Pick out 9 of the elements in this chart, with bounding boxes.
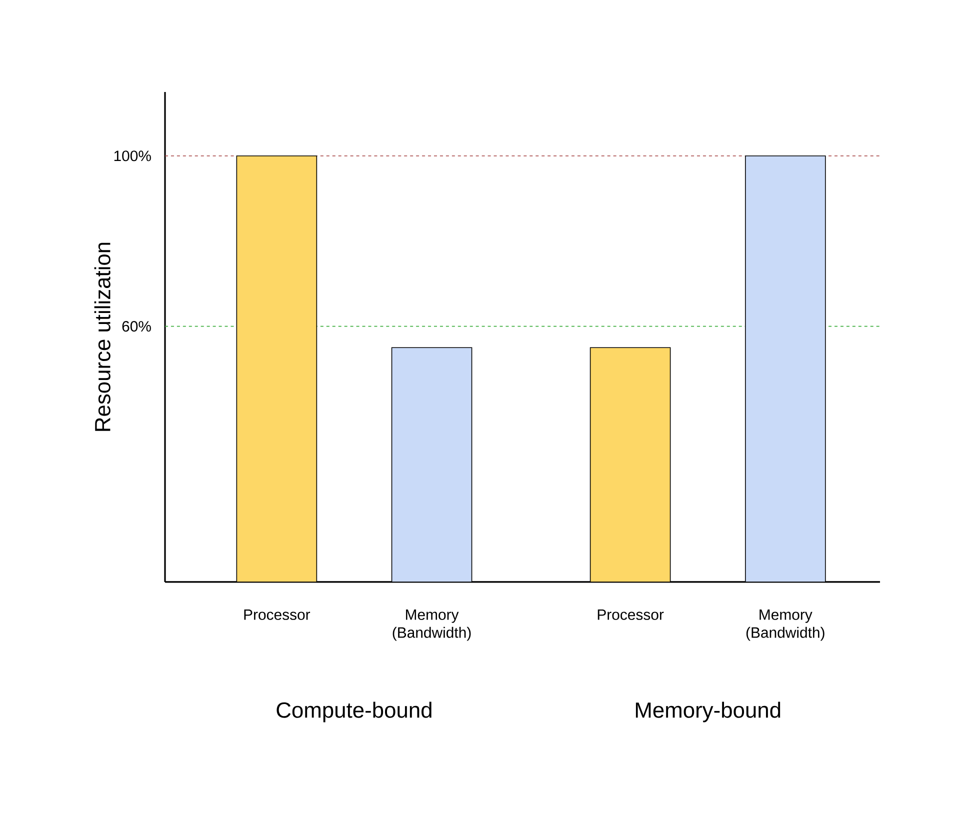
y-tick-label: 100% [114,150,151,162]
y-tick-label: 60% [122,321,151,332]
x-tick-label: Processor [598,610,664,620]
x-tick-label: Processor [244,610,310,620]
text: Memory-bound [636,702,780,722]
text: Compute-bound [276,702,432,722]
x-tick-label: Memory (Bandwidth) [392,610,471,641]
y-axis-title: Resource utilization [94,242,110,431]
x-tick-label: Memory (Bandwidth) [746,610,824,641]
